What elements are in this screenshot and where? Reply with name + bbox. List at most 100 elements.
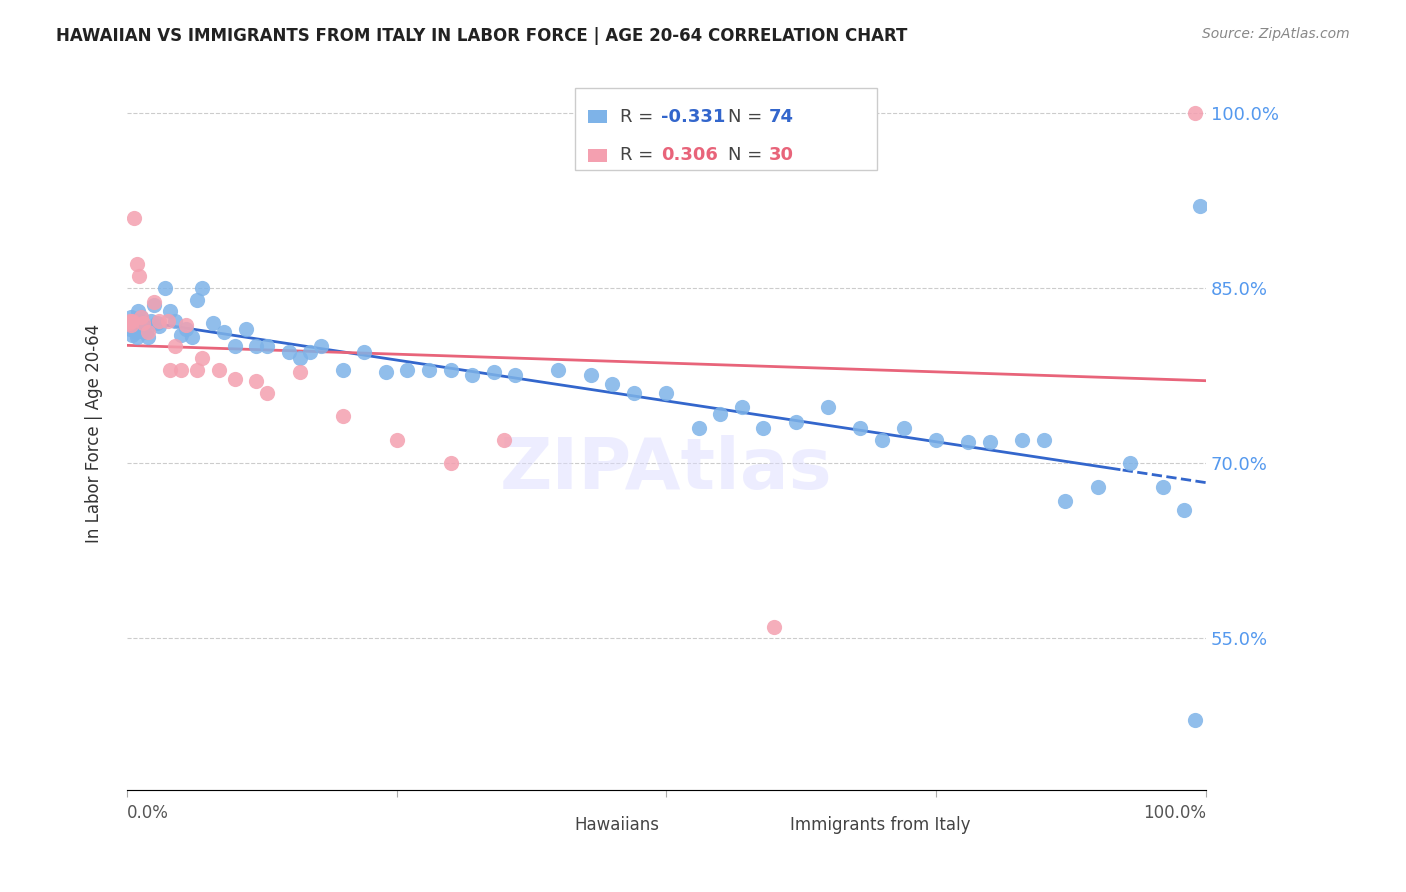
Point <box>245 375 267 389</box>
Point <box>202 316 225 330</box>
Point <box>288 351 311 365</box>
Point <box>180 330 202 344</box>
Text: Source: ZipAtlas.com: Source: ZipAtlas.com <box>1202 27 1350 41</box>
Point <box>125 257 148 271</box>
FancyBboxPatch shape <box>588 149 607 161</box>
Point <box>979 435 1001 450</box>
Point <box>124 318 146 333</box>
Point <box>957 435 980 450</box>
Point <box>121 313 143 327</box>
Point <box>148 313 170 327</box>
Text: 0.0%: 0.0% <box>127 805 169 822</box>
Point <box>277 345 299 359</box>
Point <box>925 433 948 447</box>
Point <box>374 365 396 379</box>
Text: Immigrants from Italy: Immigrants from Italy <box>790 815 970 834</box>
FancyBboxPatch shape <box>752 822 779 840</box>
Point <box>138 325 160 339</box>
Point <box>849 421 872 435</box>
Point <box>146 316 169 330</box>
Point <box>191 351 214 365</box>
Point <box>132 324 155 338</box>
Point <box>138 330 160 344</box>
Point <box>128 269 150 284</box>
FancyBboxPatch shape <box>575 88 876 170</box>
Point <box>688 421 710 435</box>
Point <box>121 327 143 342</box>
Text: Hawaiians: Hawaiians <box>575 815 659 834</box>
Point <box>623 386 645 401</box>
Point <box>418 362 440 376</box>
Point <box>159 362 181 376</box>
Point <box>127 304 149 318</box>
Point <box>191 281 214 295</box>
Point <box>1054 493 1077 508</box>
Text: ZIPAtlas: ZIPAtlas <box>501 435 832 504</box>
Point <box>870 433 893 447</box>
Point <box>125 330 148 344</box>
Point <box>763 620 786 634</box>
Point <box>439 362 461 376</box>
Point <box>288 365 311 379</box>
Text: HAWAIIAN VS IMMIGRANTS FROM ITALY IN LABOR FORCE | AGE 20-64 CORRELATION CHART: HAWAIIAN VS IMMIGRANTS FROM ITALY IN LAB… <box>56 27 908 45</box>
Point <box>332 362 354 376</box>
Point <box>731 400 754 414</box>
Point <box>1184 714 1206 728</box>
Point <box>547 362 569 376</box>
Point <box>785 415 807 429</box>
Point <box>159 304 181 318</box>
Point <box>128 313 150 327</box>
Text: -0.331: -0.331 <box>661 108 725 126</box>
Point <box>156 313 179 327</box>
Point <box>224 339 246 353</box>
Text: 74: 74 <box>769 108 794 126</box>
Point <box>120 318 142 333</box>
Point <box>118 316 141 330</box>
Point <box>1173 503 1195 517</box>
FancyBboxPatch shape <box>588 111 607 123</box>
Point <box>602 376 624 391</box>
Point <box>245 339 267 353</box>
Point <box>256 386 278 401</box>
Point <box>817 400 839 414</box>
Point <box>165 313 187 327</box>
Point <box>299 345 322 359</box>
Text: R =: R = <box>620 108 659 126</box>
Point <box>120 313 142 327</box>
Point <box>120 322 142 336</box>
Point <box>142 298 165 312</box>
Point <box>1184 105 1206 120</box>
Point <box>256 339 278 353</box>
Point <box>353 345 375 359</box>
Point <box>129 310 152 324</box>
Point <box>494 433 516 447</box>
FancyBboxPatch shape <box>537 822 564 840</box>
Text: 30: 30 <box>769 146 794 164</box>
Point <box>165 339 187 353</box>
Point <box>224 372 246 386</box>
Point <box>124 211 146 225</box>
Point <box>1032 433 1054 447</box>
Point <box>385 433 408 447</box>
Point <box>131 319 153 334</box>
Text: N =: N = <box>728 108 768 126</box>
Point <box>134 320 156 334</box>
Point <box>1119 456 1142 470</box>
Point <box>396 362 419 376</box>
Point <box>893 421 915 435</box>
Point <box>212 325 235 339</box>
Point <box>1011 433 1033 447</box>
Point <box>1189 199 1212 213</box>
Point <box>129 310 152 324</box>
Point <box>124 325 146 339</box>
Point <box>1087 479 1109 493</box>
Text: N =: N = <box>728 146 768 164</box>
Y-axis label: In Labor Force | Age 20-64: In Labor Force | Age 20-64 <box>86 325 103 543</box>
Point <box>309 339 332 353</box>
Point <box>122 313 145 327</box>
Text: 0.306: 0.306 <box>661 146 718 164</box>
Point <box>186 362 208 376</box>
Point <box>148 319 170 334</box>
Point <box>503 368 526 383</box>
Point <box>174 322 197 336</box>
